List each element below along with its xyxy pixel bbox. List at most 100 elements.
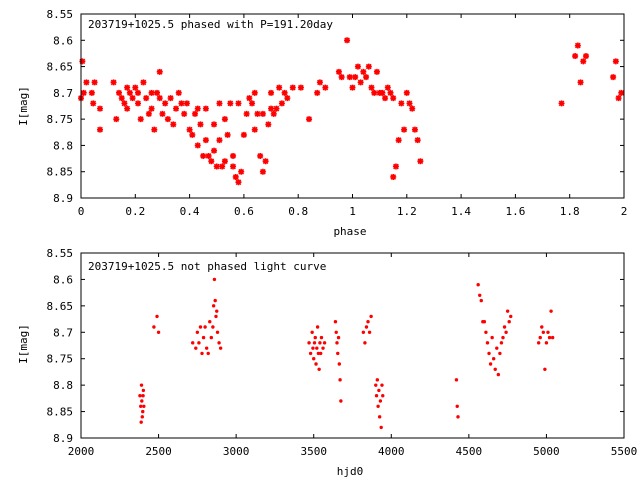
data-point <box>368 84 375 91</box>
data-point <box>312 341 317 345</box>
data-point <box>173 105 180 112</box>
data-point <box>83 79 90 86</box>
data-point <box>612 58 619 65</box>
data-point <box>126 89 133 96</box>
x-tick-label: 5500 <box>611 445 638 458</box>
data-point <box>135 89 142 96</box>
data-point <box>335 341 339 345</box>
data-point <box>183 100 190 107</box>
y-axis-label: I[mag] <box>17 324 30 364</box>
data-point <box>221 116 228 123</box>
data-point <box>205 152 212 159</box>
data-point <box>363 74 370 81</box>
data-point <box>232 173 239 180</box>
data-point <box>485 341 490 345</box>
data-point <box>336 351 340 356</box>
data-point <box>543 367 547 371</box>
data-point <box>289 84 296 91</box>
data-point <box>547 335 552 340</box>
y-tick-label: 8.9 <box>53 432 73 445</box>
data-point <box>454 378 459 382</box>
data-point <box>140 399 144 403</box>
data-point <box>336 335 341 340</box>
data-point <box>364 325 369 329</box>
data-point <box>202 137 209 144</box>
chart-title: 203719+1025.5 not phased light curve <box>88 260 326 273</box>
data-point <box>230 152 237 159</box>
x-tick-label: 4000 <box>378 445 405 458</box>
data-point <box>155 314 159 319</box>
data-point <box>297 84 304 91</box>
data-point <box>338 74 345 81</box>
data-point <box>110 79 117 86</box>
x-tick-label: 4500 <box>456 445 483 458</box>
y-axis-label: I[mag] <box>17 86 30 126</box>
data-point <box>572 53 579 60</box>
data-point <box>484 330 488 334</box>
x-tick-label: 1 <box>349 205 356 218</box>
data-point <box>181 110 188 117</box>
data-point <box>414 137 421 144</box>
data-point <box>235 179 242 186</box>
x-axis-label: phase <box>333 225 366 238</box>
data-point <box>380 383 384 387</box>
data-point <box>344 37 351 44</box>
phased-light-curve-chart: 203719+1025.5 phased with P=191.20day ph… <box>17 8 627 238</box>
data-point <box>318 351 323 356</box>
data-point <box>91 79 98 86</box>
x-axis-label: hjd0 <box>337 465 364 478</box>
y-tick-label: 8.85 <box>47 406 74 419</box>
data-point <box>361 330 366 334</box>
data-point <box>215 330 220 334</box>
data-point <box>369 314 373 319</box>
x-tick-label: 0.8 <box>288 205 308 218</box>
data-point <box>321 346 325 350</box>
data-point <box>118 95 125 102</box>
data-point <box>406 100 413 107</box>
data-point <box>268 89 275 96</box>
x-tick-label: 0.2 <box>125 205 145 218</box>
data-point <box>582 53 589 60</box>
data-point <box>218 346 223 350</box>
x-tick-label: 5000 <box>533 445 560 458</box>
data-point <box>268 105 275 112</box>
data-point <box>191 341 195 345</box>
data-point <box>367 330 372 334</box>
data-point <box>140 79 147 86</box>
data-point <box>307 341 311 345</box>
data-point <box>384 84 391 91</box>
x-tick-label: 0.6 <box>234 205 254 218</box>
data-point <box>129 95 136 102</box>
data-point <box>311 346 315 350</box>
data-point <box>574 42 581 49</box>
data-point <box>243 110 250 117</box>
data-point <box>538 335 542 340</box>
data-point <box>278 100 285 107</box>
data-point <box>198 325 203 329</box>
data-point <box>235 100 242 107</box>
data-point <box>546 330 550 334</box>
plot-frame <box>80 13 625 199</box>
data-point <box>349 84 356 91</box>
data-point <box>490 335 494 340</box>
data-point <box>213 163 220 170</box>
data-point <box>487 351 491 356</box>
x-tick-label: 1.4 <box>451 205 471 218</box>
data-point <box>212 277 217 282</box>
y-tick-label: 8.7 <box>53 87 73 100</box>
data-point <box>151 126 158 133</box>
data-point <box>382 95 389 102</box>
data-point <box>211 121 218 128</box>
data-point <box>194 142 201 149</box>
data-point <box>615 95 622 102</box>
data-point <box>148 105 155 112</box>
data-point <box>536 341 541 345</box>
data-point <box>334 330 338 334</box>
data-point <box>197 121 204 128</box>
data-point <box>88 89 95 96</box>
data-point <box>365 63 372 70</box>
data-point <box>142 404 146 408</box>
data-point <box>284 95 291 102</box>
y-tick-label: 8.85 <box>47 166 74 179</box>
